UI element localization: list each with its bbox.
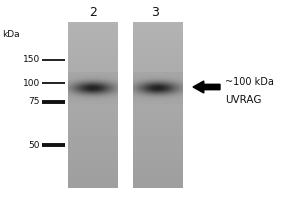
Text: UVRAG: UVRAG xyxy=(225,95,262,105)
Text: kDa: kDa xyxy=(2,30,20,39)
Text: 100: 100 xyxy=(23,78,40,88)
Text: 75: 75 xyxy=(28,98,40,106)
Text: 150: 150 xyxy=(23,55,40,64)
Text: 2: 2 xyxy=(89,6,97,20)
Text: ~100 kDa: ~100 kDa xyxy=(225,77,274,87)
FancyArrow shape xyxy=(193,81,220,93)
Text: 3: 3 xyxy=(151,6,159,20)
Text: 50: 50 xyxy=(28,140,40,150)
